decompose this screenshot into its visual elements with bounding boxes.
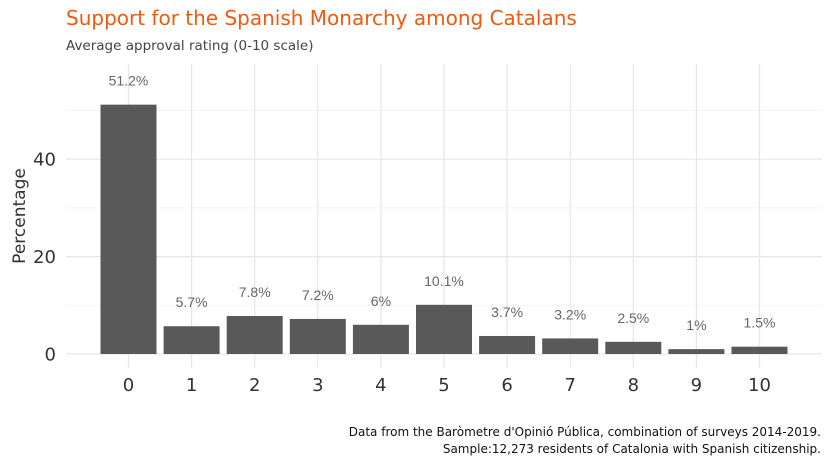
data-label-2: 7.8% [239, 284, 271, 300]
chart-subtitle: Average approval rating (0-10 scale) [66, 38, 314, 54]
x-tick-label: 0 [123, 375, 134, 396]
data-label-0: 51.2% [109, 73, 149, 89]
bar-2 [226, 316, 283, 354]
x-tick-label: 2 [249, 375, 260, 396]
x-tick-label: 9 [691, 375, 702, 396]
data-label-3: 7.2% [302, 287, 334, 303]
chart-caption: Data from the Baròmetre d'Opinió Pública… [349, 424, 821, 457]
data-label-10: 1.5% [744, 315, 776, 331]
x-tick-label: 8 [628, 375, 639, 396]
data-label-4: 6% [371, 293, 391, 309]
x-tick-label: 5 [438, 375, 449, 396]
bar-4 [352, 324, 409, 354]
data-label-8: 2.5% [617, 310, 649, 326]
caption-line-source: Data from the Baròmetre d'Opinió Pública… [348, 425, 821, 439]
bar-10 [731, 346, 788, 354]
x-tick-label: 4 [375, 375, 386, 396]
bar-1 [163, 326, 220, 354]
bar-8 [605, 341, 662, 354]
bar-5 [416, 304, 472, 354]
y-axis-title: Percentage [10, 168, 30, 264]
y-tick-label: 40 [33, 150, 56, 171]
bar-0 [100, 104, 157, 354]
x-tick-label: 6 [501, 375, 512, 396]
x-tick-label: 1 [186, 375, 197, 396]
data-label-1: 5.7% [176, 294, 208, 310]
chart-title: Support for the Spanish Monarchy among C… [66, 6, 577, 30]
data-label-7: 3.2% [554, 306, 586, 322]
data-label-5: 10.1% [424, 273, 464, 289]
data-label-9: 1% [686, 317, 706, 333]
bar-9 [668, 349, 725, 354]
x-tick-label: 3 [312, 375, 323, 396]
data-label-6: 3.7% [491, 304, 523, 320]
y-tick-label: 20 [33, 247, 56, 268]
x-tick-label: 7 [564, 375, 575, 396]
bar-6 [479, 335, 536, 354]
x-tick-label: 10 [748, 375, 771, 396]
y-tick-label: 0 [45, 345, 56, 366]
bar-3 [289, 318, 346, 354]
bar-7 [542, 338, 599, 354]
caption-line-sample: Sample:12,273 residents of Catalonia wit… [442, 441, 821, 456]
